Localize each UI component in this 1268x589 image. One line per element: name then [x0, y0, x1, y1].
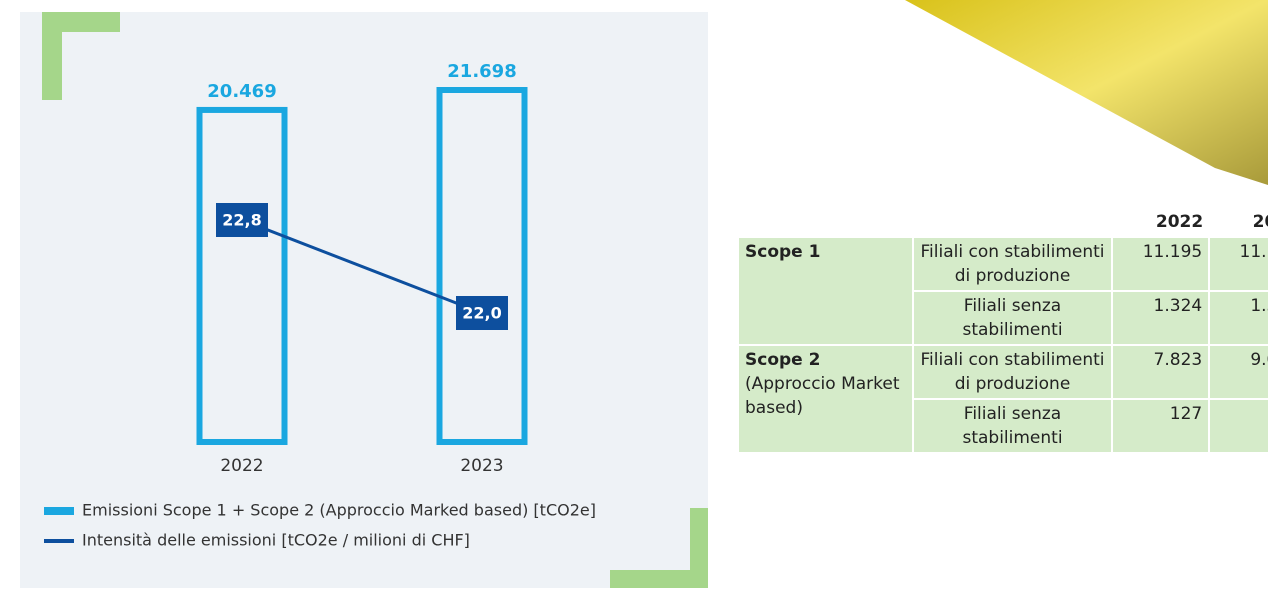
- data-label: 22,0: [462, 304, 501, 323]
- value-cell: 1.356: [1209, 291, 1268, 345]
- data-label: 20.469: [207, 81, 276, 102]
- legend-label: Intensità delle emissioni [tCO2e / milio…: [82, 531, 470, 550]
- description-cell: Filiali senza stabilimenti: [913, 291, 1113, 345]
- description-cell: Filiali con stabilimenti di produzione: [913, 345, 1113, 399]
- value-cell: 1.324: [1112, 291, 1209, 345]
- value-cell: 11.195: [1112, 237, 1209, 291]
- table: 20222023 Scope 1 Filiali con stabilimenti …: [737, 204, 1268, 454]
- data-label: 21.698: [447, 61, 516, 82]
- x-tick-label: 2022: [220, 456, 263, 476]
- value-cell: 7.823: [1112, 345, 1209, 399]
- legend-swatch: [44, 507, 74, 515]
- scope-label: Scope 1: [745, 240, 906, 264]
- value-cell: 9.062: [1209, 345, 1268, 399]
- description-cell: Filiali con stabilimenti di produzione: [913, 237, 1113, 291]
- header-cell: 2023: [1209, 204, 1268, 237]
- scope-label: Scope 2: [745, 348, 906, 372]
- scope-cell: Scope 1: [738, 237, 913, 345]
- scope-cell: Scope 2(Approccio Market based): [738, 345, 913, 453]
- data-label: 22,8: [222, 211, 261, 230]
- table-row: Scope 1 Filiali con stabilimenti di produ…: [738, 237, 1268, 291]
- scope-note: (Approccio Market based): [745, 372, 906, 420]
- value-cell: 11.143: [1209, 237, 1268, 291]
- legend-label: Emissioni Scope 1 + Scope 2 (Approccio M…: [82, 501, 596, 520]
- value-cell: 127: [1112, 399, 1209, 453]
- description-cell: Filiali senza stabilimenti: [913, 399, 1113, 453]
- page: 2022 20.469 2023 21.698 22,8 22,0 Emissioni Sc…: [0, 0, 1268, 589]
- value-cell: 138: [1209, 399, 1268, 453]
- x-tick-label: 2023: [460, 456, 503, 476]
- table-row: Scope 2(Approccio Market based)Filiali c…: [738, 345, 1268, 399]
- table-wrapper: 20222023 Scope 1 Filiali con stabilimenti …: [737, 204, 1268, 589]
- photo-fragment: [905, 0, 1268, 185]
- header-cell: [738, 204, 1112, 237]
- header-row: 20222023: [738, 204, 1268, 237]
- header-cell: 2022: [1112, 204, 1209, 237]
